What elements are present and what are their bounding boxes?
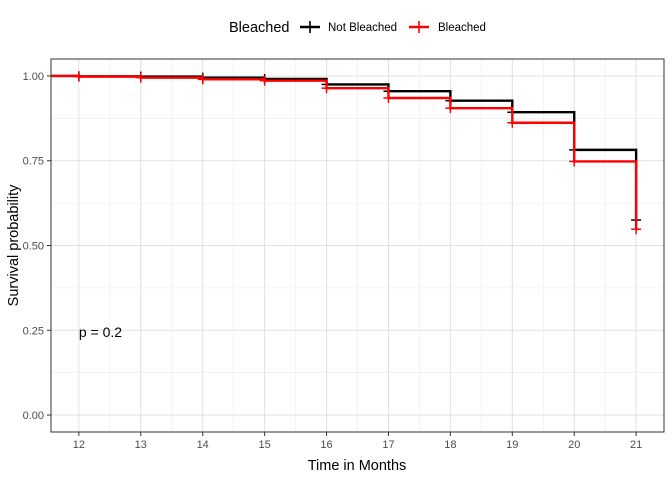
x-tick-label: 12 [73,439,85,451]
censor-mark-bleached [631,224,642,235]
x-tick-label: 15 [258,439,270,451]
y-tick-label: 0.50 [23,241,44,253]
grid [51,59,664,432]
y-tick-label: 0.00 [23,410,44,422]
legend-title: Bleached [229,20,289,36]
legend-key-not-bleached [300,21,320,33]
censor-mark-bleached [383,92,394,103]
x-tick-label: 20 [568,439,580,451]
x-axis: 12 13 14 15 16 17 18 19 20 21 [73,432,642,451]
x-tick-label: 21 [630,439,642,451]
legend-label-bleached: Bleached [438,22,486,34]
x-axis-title: Time in Months [308,458,407,474]
y-tick-label: 1.00 [23,71,44,83]
x-tick-label: 14 [197,439,209,451]
y-tick-label: 0.25 [23,325,44,337]
y-tick-label: 0.75 [23,156,44,168]
x-tick-label: 16 [320,439,332,451]
censor-mark-bleached [321,83,332,94]
x-tick-label: 17 [382,439,394,451]
censor-mark-bleached [569,156,580,167]
x-tick-label: 13 [135,439,147,451]
censor-mark-bleached [259,75,270,86]
censor-mark-bleached [73,71,84,82]
y-axis: 0.00 0.25 0.50 0.75 1.00 [23,71,51,422]
x-tick-label: 18 [444,439,456,451]
censor-mark-bleached [445,103,456,114]
legend: Bleached Not Bleached Bleached [229,20,486,36]
x-tick-label: 19 [506,439,518,451]
p-value-annotation: p = 0.2 [79,324,122,340]
y-axis-title: Survival probability [6,184,22,306]
legend-label-not-bleached: Not Bleached [328,22,397,34]
censor-mark-bleached [135,72,146,83]
censor-mark-bleached [197,74,208,85]
legend-key-bleached [409,21,429,33]
censor-mark-bleached [507,117,518,128]
plot-series [51,71,642,235]
